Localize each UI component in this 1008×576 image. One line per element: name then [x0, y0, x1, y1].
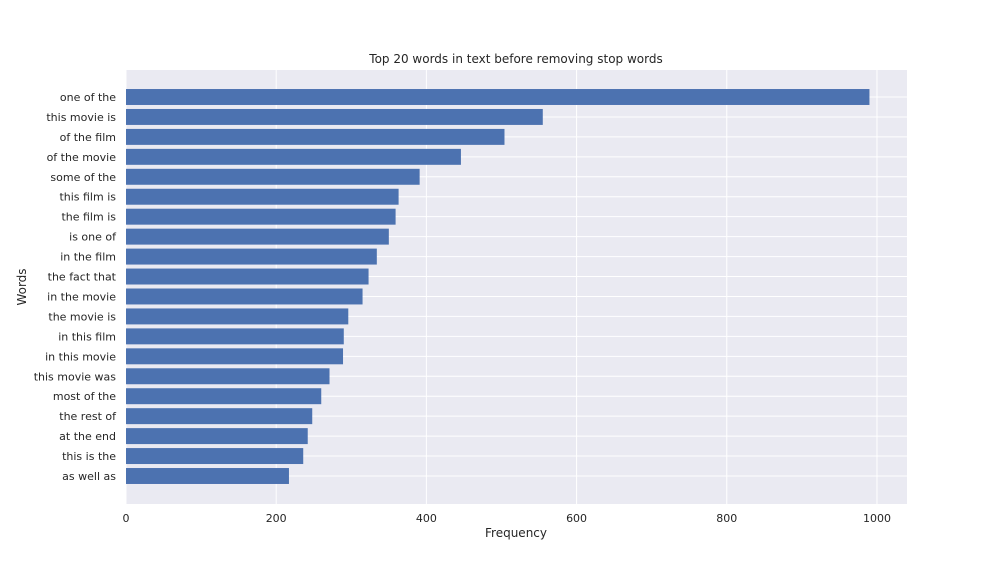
y-tick-label: the movie is	[48, 310, 116, 323]
y-tick-label: the rest of	[59, 410, 117, 423]
y-tick-label: this is the	[62, 450, 116, 463]
bar	[126, 328, 344, 345]
bar	[126, 308, 349, 325]
y-tick-label: in this movie	[45, 350, 116, 363]
bar	[126, 128, 505, 145]
y-tick-label: of the movie	[47, 151, 117, 164]
x-tick-label: 0	[123, 512, 130, 525]
y-tick-label: in the movie	[47, 290, 116, 303]
x-tick-label: 800	[716, 512, 737, 525]
bar	[126, 248, 377, 265]
y-tick-label: as well as	[62, 470, 116, 483]
bar	[126, 108, 543, 125]
y-axis-title: Words	[15, 268, 29, 305]
bar	[126, 348, 344, 365]
bar	[126, 408, 313, 425]
y-tick-label: in the film	[60, 251, 116, 264]
bars	[126, 89, 870, 484]
bar	[126, 428, 308, 445]
y-tick-label: the fact that	[48, 271, 117, 284]
x-tick-labels: 0 200 400 600 800 1000	[123, 512, 891, 525]
x-tick-label: 600	[566, 512, 587, 525]
bar	[126, 148, 461, 165]
bar	[126, 89, 870, 105]
y-tick-label: in this film	[58, 330, 116, 343]
chart-title: Top 20 words in text before removing sto…	[368, 52, 662, 66]
x-tick-label: 400	[416, 512, 437, 525]
y-tick-label: this film is	[59, 191, 116, 204]
y-tick-label: the film is	[61, 211, 116, 224]
bar	[126, 448, 304, 465]
y-tick-label: this movie is	[46, 111, 116, 124]
bar	[126, 388, 322, 405]
bar	[126, 468, 289, 484]
y-tick-label: this movie was	[34, 370, 117, 383]
y-tick-label: at the end	[59, 430, 116, 443]
x-axis-title: Frequency	[485, 526, 547, 540]
y-tick-label: most of the	[53, 390, 116, 403]
y-tick-label: is one of	[69, 231, 117, 244]
bar	[126, 168, 420, 185]
x-tick-label: 200	[266, 512, 287, 525]
bar	[126, 268, 369, 285]
y-tick-labels: one of the this movie is of the film of the…	[34, 91, 117, 483]
bar	[126, 368, 330, 385]
y-tick-label: some of the	[50, 171, 116, 184]
bar	[126, 188, 399, 205]
bar	[126, 228, 389, 245]
y-tick-label: one of the	[60, 91, 116, 104]
bar	[126, 288, 363, 305]
y-tick-label: of the film	[60, 131, 116, 144]
bar	[126, 208, 396, 225]
x-tick-label: 1000	[863, 512, 891, 525]
